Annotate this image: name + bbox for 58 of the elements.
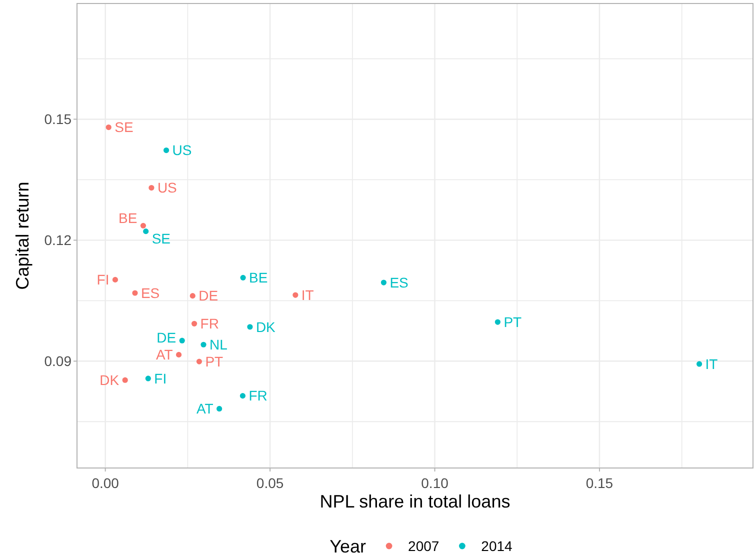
point [292,292,298,298]
y-tick-label: 0.09 [44,353,72,370]
data-label: FI [154,370,167,386]
point [240,393,246,399]
point [200,342,206,348]
point [191,320,198,326]
data-label: SE [152,230,171,247]
point [143,228,149,234]
x-tick-label: 0.05 [256,474,284,491]
data-label: IT [301,286,314,303]
x-tick-label: 0.10 [421,474,449,491]
data-label: ES [140,284,160,301]
point [380,280,387,286]
data-label: DE [198,288,218,304]
data-label: NL [210,336,228,353]
point [132,290,138,296]
point [179,338,185,344]
point [112,276,118,282]
data-label: AT [156,346,174,363]
data-label: DE [156,329,176,346]
legend-label: 2014 [481,538,513,554]
point [240,274,246,280]
data-label: US [172,142,192,158]
point [247,324,253,330]
data-label: BE [249,270,268,286]
data-label: FR [200,316,219,332]
y-tick-label: 0.12 [44,232,72,248]
legend-label: 2007 [408,538,440,554]
point [494,319,500,325]
data-label: FI [96,272,110,288]
point [122,377,128,383]
data-label: AT [196,400,214,417]
data-label: FR [248,388,268,404]
point [196,358,202,364]
point [163,147,170,154]
point [696,361,702,367]
point [145,376,151,382]
data-label: SE [114,119,134,136]
y-axis-title: Capital return [12,182,32,290]
data-label: BE [118,210,138,226]
data-label: DK [100,372,120,388]
point [106,124,112,130]
legend-title: Year [330,536,366,556]
data-label: PT [504,314,522,330]
point [190,293,196,299]
data-label: PT [205,353,224,370]
point [216,406,222,412]
y-tick-label: 0.15 [44,111,72,128]
x-axis-title: NPL share in total loans [320,491,510,512]
x-tick-label: 0.00 [92,474,120,491]
data-label: ES [390,274,408,290]
point [140,222,146,228]
x-tick-label: 0.15 [586,474,614,491]
point [148,184,154,191]
data-label: IT [705,356,718,372]
point [176,352,182,358]
data-label: DK [256,318,276,335]
data-label: US [157,180,177,196]
